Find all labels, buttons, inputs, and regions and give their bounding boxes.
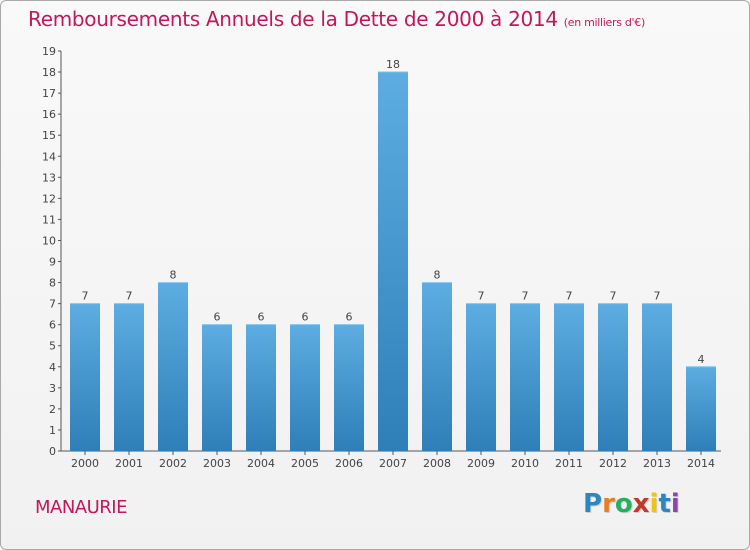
x-tick-label: 2005: [291, 457, 319, 470]
logo-letter: i: [649, 489, 659, 519]
bar: [378, 72, 408, 451]
logo-letter: o: [614, 489, 633, 519]
y-tick-label: 1: [49, 424, 56, 437]
bar-value-label: 7: [610, 290, 617, 303]
bar: [554, 303, 584, 451]
bar-value-label: 6: [346, 311, 353, 324]
chart-title-text: Remboursements Annuels de la Dette de 20…: [28, 7, 558, 31]
bar: [114, 303, 144, 451]
bar-value-label: 8: [434, 269, 441, 282]
y-tick-label: 3: [49, 382, 56, 395]
y-tick-label: 9: [49, 256, 56, 269]
y-tick-label: 2: [49, 403, 56, 416]
x-tick-label: 2012: [599, 457, 627, 470]
y-tick-label: 15: [42, 129, 56, 142]
bar: [290, 324, 320, 451]
y-tick-label: 19: [42, 45, 56, 58]
logo-letter: t: [658, 489, 671, 519]
logo-letter: r: [602, 489, 615, 519]
commune-name: MANAURIE: [35, 497, 128, 518]
bar-value-label: 6: [258, 311, 265, 324]
bar: [510, 303, 540, 451]
bar-value-label: 7: [654, 290, 661, 303]
x-tick-label: 2013: [643, 457, 671, 470]
bar: [466, 303, 496, 451]
bar: [246, 324, 276, 451]
x-tick-label: 2000: [71, 457, 99, 470]
bar: [158, 282, 188, 451]
y-tick-label: 10: [42, 234, 56, 247]
bar-value-label: 8: [170, 269, 177, 282]
x-tick-label: 2003: [203, 457, 231, 470]
chart-title: Remboursements Annuels de la Dette de 20…: [28, 7, 645, 31]
bar: [642, 303, 672, 451]
x-tick-label: 2004: [247, 457, 275, 470]
logo-letter: P: [583, 489, 603, 519]
bar-value-label: 7: [566, 290, 573, 303]
bar-value-label: 7: [522, 290, 529, 303]
bar-value-label: 6: [214, 311, 221, 324]
logo-letter: i: [670, 489, 680, 519]
y-tick-label: 18: [42, 66, 56, 79]
y-tick-label: 7: [49, 298, 56, 311]
bar-value-label: 6: [302, 311, 309, 324]
y-tick-label: 17: [42, 87, 56, 100]
x-tick-label: 2009: [467, 457, 495, 470]
x-tick-label: 2011: [555, 457, 583, 470]
bar: [598, 303, 628, 451]
y-tick-label: 14: [42, 150, 56, 163]
x-tick-label: 2010: [511, 457, 539, 470]
bar: [70, 303, 100, 451]
bar: [334, 324, 364, 451]
bar: [422, 282, 452, 451]
x-tick-label: 2006: [335, 457, 363, 470]
bar-value-label: 18: [386, 58, 400, 71]
bar-value-label: 7: [82, 290, 89, 303]
x-tick-label: 2008: [423, 457, 451, 470]
logo-letter: x: [632, 489, 650, 519]
y-tick-label: 4: [49, 361, 56, 374]
x-tick-label: 2001: [115, 457, 143, 470]
bar-value-label: 7: [126, 290, 133, 303]
x-tick-label: 2014: [687, 457, 715, 470]
y-tick-label: 11: [42, 213, 56, 226]
bar: [686, 366, 716, 451]
y-tick-label: 16: [42, 108, 56, 121]
y-tick-label: 12: [42, 192, 56, 205]
y-tick-label: 5: [49, 340, 56, 353]
x-tick-label: 2007: [379, 457, 407, 470]
bar-value-label: 4: [698, 353, 705, 366]
y-tick-label: 8: [49, 277, 56, 290]
y-tick-label: 13: [42, 171, 56, 184]
y-tick-label: 0: [49, 445, 56, 458]
bar: [202, 324, 232, 451]
bar-value-label: 7: [478, 290, 485, 303]
proxiti-logo: Proxiti: [583, 489, 680, 519]
y-tick-label: 6: [49, 319, 56, 332]
x-tick-label: 2002: [159, 457, 187, 470]
chart-unit-label: (en milliers d'€): [563, 16, 645, 29]
